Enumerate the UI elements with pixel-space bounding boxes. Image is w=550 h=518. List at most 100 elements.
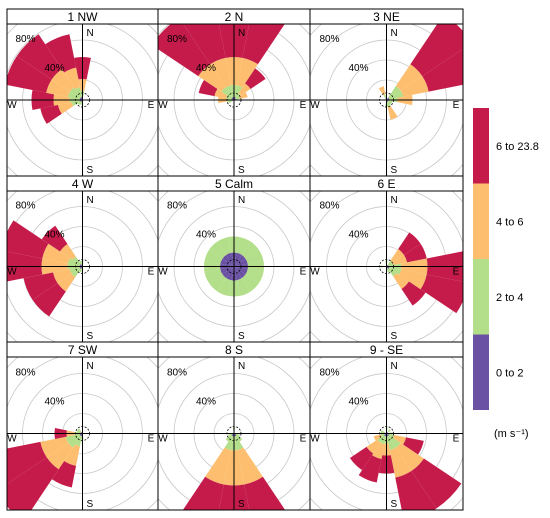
- wedge-2-to-4: [67, 91, 81, 100]
- wedge-6-to-23.8: [242, 24, 285, 65]
- wedge-2-to-4: [388, 100, 393, 104]
- wedge-6-to-23.8: [40, 104, 62, 124]
- wedge-6-to-23.8: [32, 283, 66, 317]
- radial-label-80: 80%: [167, 368, 187, 379]
- panel-body: [7, 357, 158, 510]
- wedge-6-to-23.8: [420, 274, 463, 314]
- wedge-2-to-4: [228, 433, 233, 437]
- wedge-6-to-23.8: [7, 220, 49, 259]
- direction-label-e: E: [148, 434, 155, 445]
- center-circle: [75, 92, 90, 108]
- wedge-6-to-23.8: [7, 56, 52, 93]
- wedge-2-to-4: [234, 85, 243, 98]
- wedge-2-to-4: [380, 430, 385, 434]
- wedge-4-to-6: [373, 434, 382, 441]
- legend-label: 6 to 23.8: [496, 141, 539, 153]
- wedge-2-to-4: [225, 435, 233, 442]
- panel-body: [7, 24, 158, 176]
- radial-label-40: 40%: [348, 63, 368, 74]
- wedge-2-to-4: [388, 262, 394, 267]
- direction-label-e: E: [300, 267, 307, 278]
- legend: 6 to 23.8 4 to 6 2 to 4 0 to 2 (m s⁻¹): [473, 108, 539, 440]
- panel-title: 5 Calm: [215, 177, 253, 191]
- wedge-0-to-2: [234, 266, 246, 279]
- wedge-2-to-4: [388, 267, 402, 275]
- wedge-4-to-6: [390, 249, 404, 263]
- panel-title: 7 SW: [68, 343, 98, 357]
- legend-swatch: [473, 334, 489, 410]
- wedge-4-to-6: [64, 67, 80, 90]
- wedge-6-to-23.8: [245, 68, 266, 89]
- wedge-2-to-4: [387, 260, 393, 266]
- radial-label-80: 80%: [319, 201, 339, 212]
- wedge-2-to-4: [225, 85, 234, 98]
- wedge-0-to-2: [386, 97, 389, 100]
- wedge-2-to-4: [235, 93, 241, 99]
- center-circle: [75, 426, 90, 441]
- direction-label-e: E: [148, 100, 155, 111]
- wedge-6-to-23.8: [158, 24, 211, 77]
- wedge-6-to-23.8: [16, 34, 62, 80]
- wedge-0-to-2: [80, 264, 83, 267]
- wedge-4-to-6: [205, 447, 231, 485]
- wedge-4-to-6: [57, 273, 76, 292]
- direction-label-s: S: [87, 499, 94, 510]
- panel: 8 S N E S W 80% 40%: [157, 341, 311, 511]
- wedge-4-to-6: [395, 64, 423, 91]
- center-circle: [379, 259, 394, 274]
- wedge-6-to-23.8: [411, 458, 462, 509]
- wedge-2-to-4: [70, 87, 81, 99]
- wedge-4-to-6: [64, 444, 80, 466]
- radial-label-80: 80%: [15, 368, 35, 379]
- wedge-2-to-4: [77, 101, 82, 105]
- radial-label-40: 40%: [196, 397, 216, 408]
- wedge-2-to-4: [380, 433, 385, 437]
- panel: 3 NE N E S W 80% 40%: [309, 8, 464, 177]
- direction-label-s: S: [87, 165, 94, 176]
- wedge-2-to-4: [386, 101, 391, 107]
- direction-label-w: W: [7, 267, 17, 278]
- direction-label-e: E: [453, 434, 460, 445]
- wedge-6-to-23.8: [41, 225, 68, 252]
- wedge-2-to-4: [204, 269, 223, 284]
- wedge-4-to-6: [238, 83, 251, 96]
- wedge-2-to-4: [77, 428, 82, 433]
- wedge-6-to-23.8: [7, 457, 59, 510]
- direction-label-n: N: [87, 28, 94, 39]
- wedge-4-to-6: [46, 79, 71, 98]
- panel-body: [158, 191, 310, 342]
- wedge-2-to-4: [241, 274, 259, 292]
- wedge-4-to-6: [378, 86, 386, 96]
- wedge-2-to-4: [241, 241, 259, 259]
- wedge-0-to-2: [386, 433, 389, 436]
- wedge-4-to-6: [40, 436, 69, 458]
- direction-label-n: N: [87, 361, 94, 372]
- radial-label-40: 40%: [44, 397, 64, 408]
- wedge-2-to-4: [245, 249, 264, 264]
- wedge-4-to-6: [210, 57, 232, 88]
- wedge-6-to-23.8: [358, 455, 382, 483]
- radial-label-40: 40%: [44, 63, 64, 74]
- wedge-2-to-4: [79, 260, 83, 265]
- direction-label-w: W: [7, 434, 17, 445]
- panel: 6 E N E S W 80% 40%: [309, 175, 464, 343]
- radial-label-40: 40%: [348, 230, 368, 241]
- legend-swatch: [473, 108, 489, 184]
- wedge-4-to-6: [400, 76, 429, 97]
- panel-body: [310, 357, 463, 510]
- panel-title: 8 S: [225, 343, 243, 357]
- wedge-2-to-4: [386, 268, 390, 273]
- panel-body: [310, 191, 463, 342]
- direction-label-e: E: [148, 267, 155, 278]
- direction-label-n: N: [87, 195, 94, 206]
- direction-label-w: W: [310, 434, 320, 445]
- panel: 1 NW N E S W 80% 40%: [6, 8, 159, 177]
- wedge-2-to-4: [383, 94, 387, 99]
- wedge-6-to-23.8: [403, 437, 424, 455]
- direction-label-e: E: [300, 100, 307, 111]
- panel-body: [310, 24, 463, 176]
- direction-label-n: N: [238, 361, 245, 372]
- center-circle: [226, 426, 242, 441]
- panel-title: 1 NW: [68, 10, 99, 24]
